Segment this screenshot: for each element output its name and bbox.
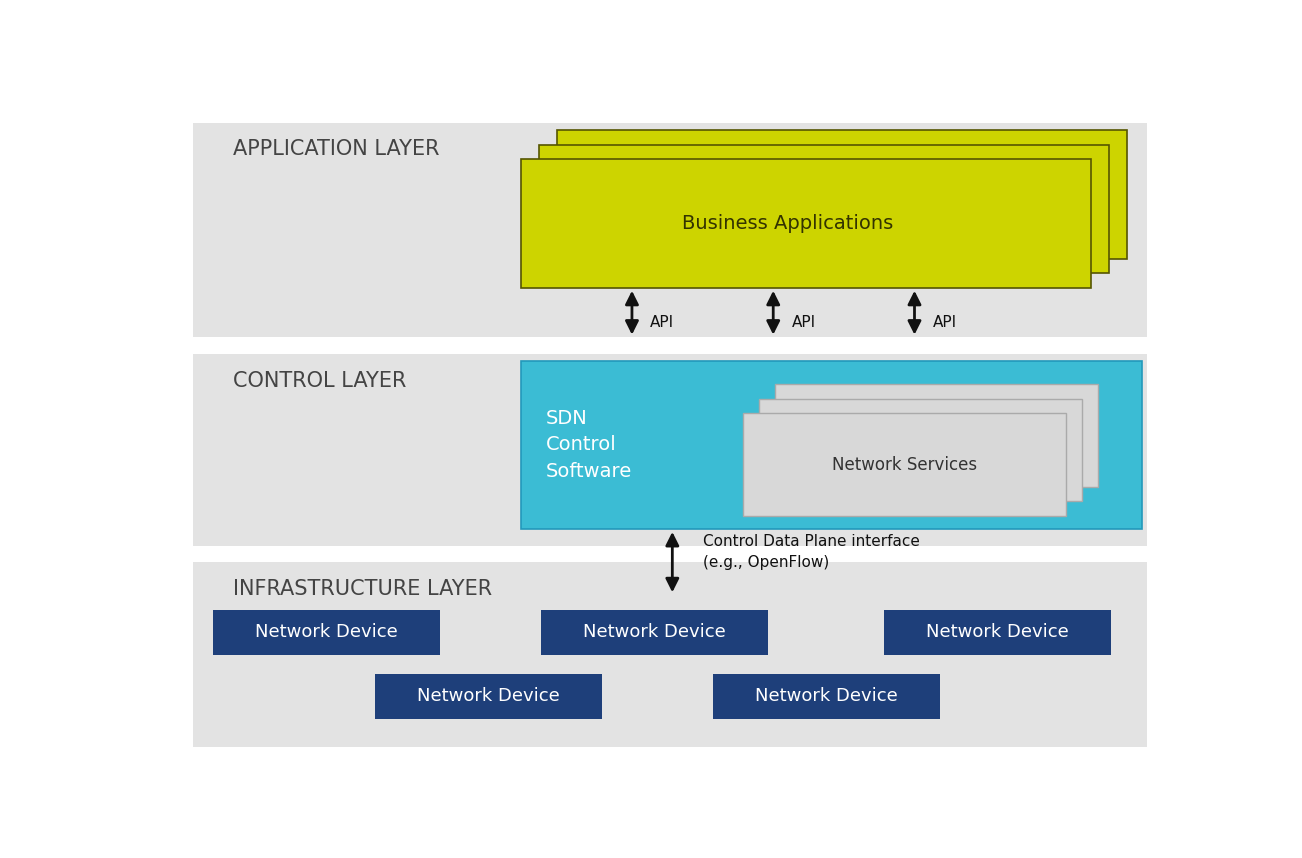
Bar [759, 399, 1082, 501]
Bar [375, 674, 602, 719]
Text: Network Device: Network Device [926, 623, 1069, 641]
Text: INFRASTRUCTURE LAYER: INFRASTRUCTURE LAYER [233, 578, 492, 599]
Bar [712, 674, 940, 719]
Text: Network Device: Network Device [755, 687, 897, 705]
Text: CONTROL LAYER: CONTROL LAYER [233, 371, 406, 390]
Text: APPLICATION LAYER: APPLICATION LAYER [233, 139, 440, 160]
Text: API: API [650, 315, 674, 330]
Text: API: API [932, 315, 957, 330]
Bar [193, 123, 1147, 337]
Bar [521, 360, 1142, 529]
Bar [775, 384, 1098, 486]
Text: Network Services: Network Services [832, 456, 976, 474]
Bar [557, 130, 1128, 259]
Text: Network Device: Network Device [417, 687, 560, 705]
Text: SDN
Control
Software: SDN Control Software [547, 409, 633, 480]
Bar [214, 610, 440, 655]
Text: Network Device: Network Device [583, 623, 727, 641]
Text: Control Data Plane interface
(e.g., OpenFlow): Control Data Plane interface (e.g., Open… [703, 535, 919, 571]
Bar [743, 414, 1066, 516]
Text: Network Device: Network Device [255, 623, 398, 641]
Bar [521, 159, 1091, 288]
Bar [193, 562, 1147, 747]
Text: Business Applications: Business Applications [682, 214, 893, 233]
Text: API: API [792, 315, 815, 330]
Bar [539, 145, 1109, 274]
Bar [193, 354, 1147, 546]
Bar [542, 610, 768, 655]
Bar [884, 610, 1111, 655]
